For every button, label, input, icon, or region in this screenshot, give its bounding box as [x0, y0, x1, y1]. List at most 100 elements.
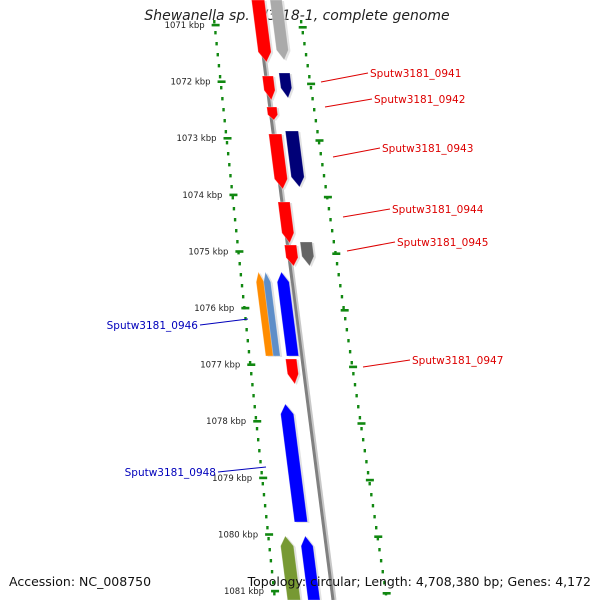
ring-dot [260, 471, 263, 475]
gene-body [300, 242, 314, 266]
ring-dot [352, 372, 355, 376]
gene-label: Sputw3181_0942 [374, 94, 465, 106]
gene-body [285, 131, 305, 187]
ring-dot [261, 482, 265, 486]
kbp-tick-mark [217, 80, 226, 83]
ring-dot [246, 339, 249, 343]
ring-dot [340, 295, 344, 299]
gene-body [278, 73, 292, 98]
gene-body [277, 202, 294, 243]
gene-body [256, 272, 274, 356]
ring-dot [348, 350, 352, 354]
ring-dot [272, 581, 275, 585]
ring-dot [324, 185, 327, 189]
ring-dot [231, 196, 234, 200]
gene-body [284, 245, 299, 266]
kbp-tick-mark [357, 422, 366, 425]
gene-arrow [283, 244, 301, 267]
gene-body [266, 107, 278, 120]
ring-dot [337, 273, 340, 277]
ring-dot [215, 42, 218, 46]
ring-dot [342, 306, 345, 310]
ring-dot [218, 75, 222, 79]
ring-dot [344, 317, 347, 321]
gene-body [285, 359, 299, 384]
ring-dot [327, 207, 331, 211]
gene-label: Sputw3181_0947 [412, 355, 503, 367]
gene-arrow [251, 0, 274, 63]
gene-label: Sputw3181_0943 [382, 143, 473, 155]
gene-arrow [299, 241, 316, 267]
gene-highlight [261, 75, 276, 101]
ring-dot [216, 53, 219, 57]
gene-label-group: Sputw3181_0943 [332, 143, 473, 158]
ring-dot [322, 174, 326, 178]
ring-dot [269, 559, 273, 563]
gene-label-group: Sputw3181_0941 [320, 68, 461, 83]
ring-dot [301, 31, 304, 35]
ring-dot [245, 328, 248, 332]
gene-arrow [269, 0, 291, 61]
ring-dot [381, 570, 384, 574]
ring-dot [299, 20, 303, 24]
gene-label-leader [199, 318, 249, 326]
ring-dot [303, 42, 306, 46]
ring-dot [321, 163, 324, 167]
ring-dot [213, 20, 216, 24]
ring-dot [233, 218, 237, 222]
ring-dots-right [299, 20, 388, 596]
kbp-tick-mark [253, 420, 262, 423]
gene-arrow [276, 271, 301, 357]
kbp-tick-mark [235, 250, 244, 253]
gene-highlight [269, 0, 289, 61]
gene-label-leader [346, 241, 396, 252]
ring-dot [226, 152, 230, 156]
kbp-tick-label: 1071 kbp [165, 21, 205, 31]
ring-dot [236, 240, 239, 244]
backbone-shadow [256, 0, 337, 600]
gene-label: Sputw3181_0945 [397, 237, 488, 249]
ring-dot [252, 394, 255, 398]
ring-dot [330, 229, 334, 233]
gene-label: Sputw3181_0948 [125, 467, 216, 479]
ring-dot [375, 526, 378, 530]
ring-dot [335, 262, 339, 266]
kbp-tick-mark [229, 193, 238, 197]
gene-label: Sputw3181_0944 [392, 204, 484, 216]
ring-dot [317, 141, 321, 145]
kbp-tick-mark [323, 195, 332, 199]
kbp-tick-mark [241, 306, 250, 310]
kbp-tick-label: 1077 kbp [200, 361, 240, 371]
gene-highlight [278, 72, 293, 99]
ring-dot [309, 86, 313, 90]
ring-dot [371, 504, 375, 508]
kbp-tick-label: 1072 kbp [171, 78, 211, 88]
gene-highlight [277, 201, 295, 244]
kbp-tick-mark [265, 533, 274, 536]
gene-label-group: Sputw3181_0944 [342, 204, 484, 218]
gene-highlight [255, 270, 275, 357]
gene-body [251, 0, 272, 62]
ring-dot [259, 460, 262, 464]
page-title: Shewanella sp. W3-18-1, complete genome [144, 8, 450, 24]
ring-dot [239, 273, 243, 277]
ring-dot [311, 97, 314, 101]
ring-dot [379, 559, 383, 563]
ring-dot [235, 229, 238, 233]
gene-body [280, 404, 308, 522]
kbp-tick-mark [315, 139, 324, 142]
kbp-tick-label: 1074 kbp [182, 191, 222, 201]
ring-dot [256, 438, 260, 442]
gene-highlight [280, 535, 301, 600]
kbp-tick-label: 1080 kbp [218, 530, 258, 540]
ring-dots-left [213, 20, 276, 596]
ring-dot [240, 284, 244, 288]
gene-label-leader [342, 208, 391, 218]
gene-highlight [300, 535, 321, 600]
kbp-tick-mark [247, 363, 256, 366]
kbp-tick-mark [374, 535, 383, 538]
kbp-tick-label: 1078 kbp [206, 417, 246, 427]
ring-dot [357, 405, 360, 409]
ring-dot [270, 570, 274, 574]
kbp-tick-mark [340, 309, 349, 312]
